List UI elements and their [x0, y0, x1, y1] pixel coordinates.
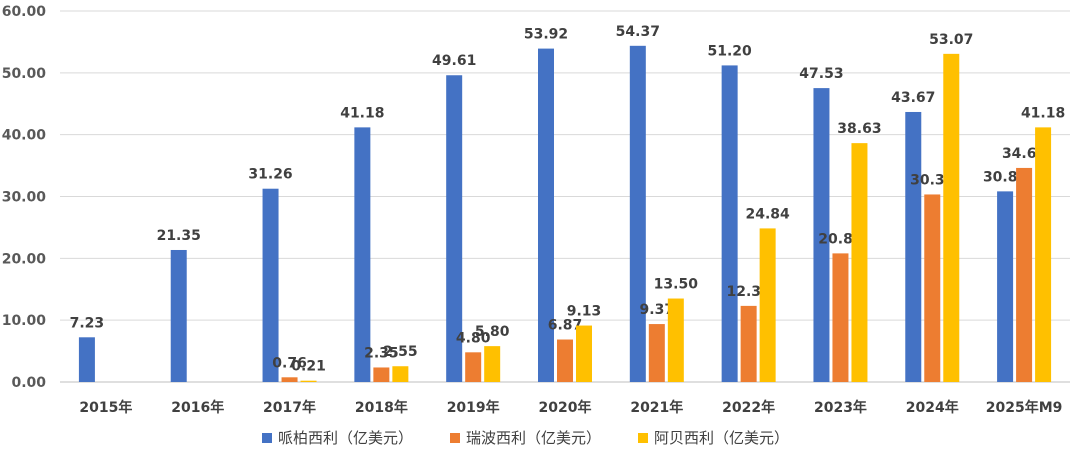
data-label: 41.18	[340, 105, 384, 121]
data-label: 49.61	[432, 53, 476, 69]
bar	[576, 325, 592, 382]
x-tick-label: 2017年	[263, 399, 316, 416]
legend-label: 阿贝西利（亿美元）	[654, 429, 789, 447]
data-label: 5.80	[475, 324, 510, 340]
bar	[629, 45, 646, 383]
legend-swatch	[262, 433, 272, 443]
bar	[851, 143, 868, 382]
bar	[300, 380, 317, 382]
bar	[281, 377, 298, 382]
bar	[924, 194, 941, 382]
bar	[538, 48, 554, 382]
x-tick-label: 2019年	[447, 399, 500, 416]
data-label: 43.67	[891, 90, 935, 106]
legend-label: 哌柏西利（亿美元）	[278, 429, 413, 447]
bar	[484, 346, 501, 382]
bar	[832, 253, 849, 382]
y-tick-label: 0.00	[11, 375, 46, 391]
bar	[557, 339, 573, 382]
bar	[813, 88, 830, 382]
bar	[78, 337, 95, 382]
legend-swatch	[450, 433, 460, 443]
y-tick-label: 40.00	[2, 128, 47, 144]
x-tick-label: 2023年	[814, 399, 867, 416]
data-label: 2.35	[364, 345, 399, 361]
data-label: 51.20	[707, 43, 752, 59]
data-label: 0.76	[272, 355, 307, 371]
y-tick-label: 20.00	[2, 251, 47, 267]
x-tick-label: 2018年	[355, 399, 408, 416]
bar	[905, 111, 922, 383]
bar	[373, 367, 390, 382]
bar	[262, 188, 279, 382]
data-label: 47.53	[799, 66, 843, 82]
bar	[721, 65, 738, 382]
data-label: 7.23	[70, 315, 105, 331]
bar	[465, 352, 482, 382]
legend-label: 瑞波西利（亿美元）	[466, 429, 601, 447]
legend-swatch	[638, 433, 648, 443]
x-tick-label: 2021年	[630, 399, 683, 416]
data-label: 6.87	[548, 318, 583, 334]
bar	[667, 298, 684, 382]
data-label: 0.21	[291, 359, 326, 375]
bar	[648, 324, 665, 382]
bar	[1016, 167, 1033, 382]
y-tick-label: 30.00	[2, 190, 47, 206]
data-label: 24.84	[745, 206, 790, 222]
data-label: 53.07	[929, 32, 973, 48]
data-label: 53.92	[524, 27, 568, 43]
y-tick-label: 10.00	[2, 313, 47, 329]
data-label: 21.35	[157, 228, 201, 244]
x-tick-label: 2020年	[539, 399, 592, 416]
data-label: 9.13	[567, 304, 602, 320]
x-tick-label: 2022年	[722, 399, 775, 416]
data-label: 4.80	[456, 330, 491, 346]
bar	[354, 127, 371, 382]
y-tick-label: 50.00	[2, 66, 47, 82]
data-label: 2.55	[383, 344, 418, 360]
bar	[997, 191, 1014, 382]
x-tick-label: 2015年	[79, 399, 132, 416]
x-tick-label: 2024年	[906, 399, 959, 416]
bar	[446, 75, 463, 382]
data-label: 31.26	[248, 167, 292, 183]
x-tick-label: 2025年M9	[986, 399, 1063, 416]
data-label: 54.37	[616, 24, 660, 40]
data-label: 41.18	[1021, 105, 1065, 121]
bar	[392, 366, 409, 382]
bar	[1035, 127, 1052, 382]
bar	[740, 305, 757, 382]
data-label: 9.37	[640, 302, 675, 318]
bar	[943, 53, 960, 383]
bar	[759, 228, 776, 382]
data-label: 13.50	[654, 277, 699, 293]
y-tick-label: 60.00	[2, 4, 47, 20]
x-tick-label: 2016年	[171, 399, 224, 416]
bar	[170, 249, 187, 382]
data-label: 38.63	[837, 121, 881, 137]
